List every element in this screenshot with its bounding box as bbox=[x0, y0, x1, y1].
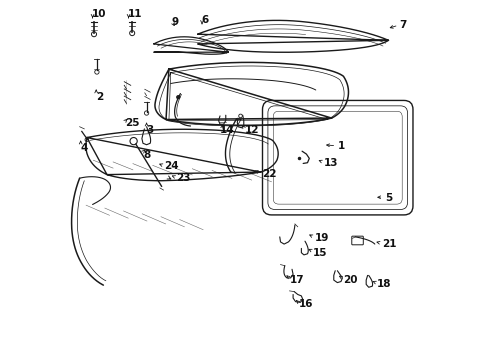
Text: 11: 11 bbox=[127, 9, 142, 19]
Text: 16: 16 bbox=[298, 299, 312, 309]
Text: 1: 1 bbox=[337, 141, 345, 151]
Text: 24: 24 bbox=[164, 161, 179, 171]
Text: 5: 5 bbox=[384, 193, 391, 203]
Text: 19: 19 bbox=[314, 233, 328, 243]
Text: 4: 4 bbox=[81, 143, 88, 153]
Text: 8: 8 bbox=[142, 150, 150, 160]
Text: 22: 22 bbox=[261, 168, 276, 179]
Text: 20: 20 bbox=[343, 275, 357, 285]
Text: 23: 23 bbox=[176, 173, 190, 183]
Text: 2: 2 bbox=[96, 92, 103, 102]
Text: 25: 25 bbox=[125, 118, 139, 128]
Text: 7: 7 bbox=[399, 20, 406, 30]
Text: 17: 17 bbox=[289, 275, 304, 285]
Text: 21: 21 bbox=[381, 239, 396, 249]
Text: 9: 9 bbox=[171, 17, 179, 27]
Text: 12: 12 bbox=[244, 125, 259, 135]
Text: 15: 15 bbox=[312, 248, 327, 258]
Text: 6: 6 bbox=[201, 15, 208, 25]
Text: 13: 13 bbox=[323, 158, 338, 168]
Text: 10: 10 bbox=[91, 9, 106, 19]
Circle shape bbox=[177, 96, 179, 99]
Text: 18: 18 bbox=[376, 279, 391, 289]
Text: 14: 14 bbox=[220, 125, 234, 135]
Text: 3: 3 bbox=[146, 125, 154, 135]
